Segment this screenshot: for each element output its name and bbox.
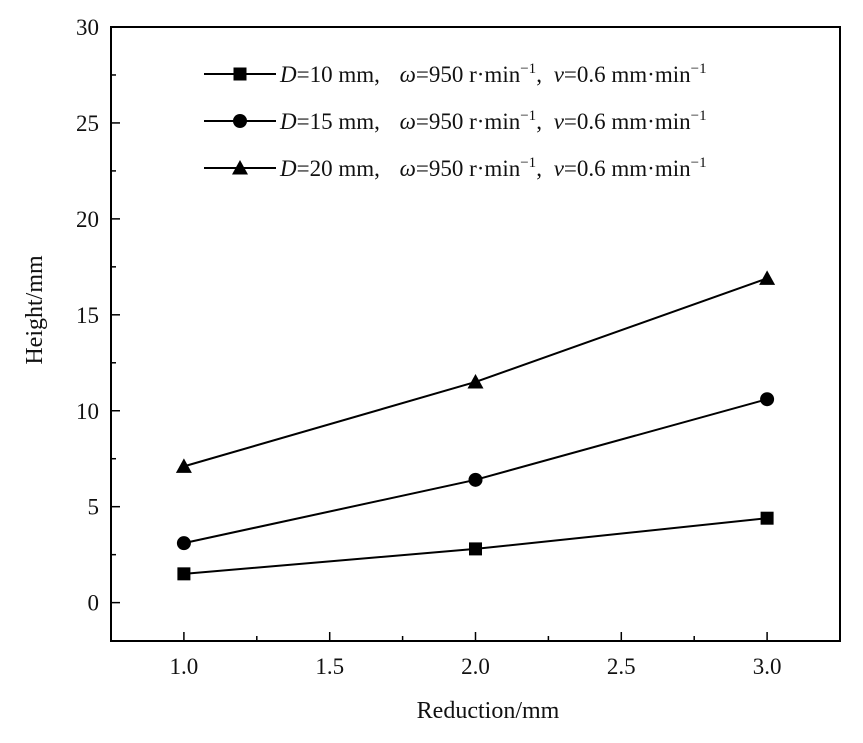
legend-label-part: =0.6 mm·min <box>564 109 691 134</box>
legend-label: D=10 mm, ω=950 r·min−1, v=0.6 mm·min−1 <box>279 61 707 87</box>
legend-label-part: −1 <box>691 61 707 77</box>
legend: D=10 mm, ω=950 r·min−1, v=0.6 mm·min−1D=… <box>204 61 707 181</box>
legend-label-part: ω <box>394 156 416 181</box>
legend-label: D=15 mm, ω=950 r·min−1, v=0.6 mm·min−1 <box>279 108 707 134</box>
data-point-square <box>177 567 191 581</box>
legend-entry-2: D=15 mm, ω=950 r·min−1, v=0.6 mm·min−1 <box>204 108 707 134</box>
data-point-circle <box>468 472 483 487</box>
series-1 <box>177 511 774 581</box>
legend-label-part: =950 r·min <box>416 62 521 87</box>
legend-label-part: =20 mm, <box>297 156 380 181</box>
legend-label-part: D <box>279 156 297 181</box>
legend-label-part: D <box>279 109 297 134</box>
legend-label-part: =950 r·min <box>416 109 521 134</box>
y-tick-label: 5 <box>88 495 100 520</box>
legend-label-part: =950 r·min <box>416 156 521 181</box>
data-point-square <box>469 542 482 556</box>
legend-label-part: D <box>279 62 297 87</box>
y-tick-label: 30 <box>76 15 99 40</box>
legend-label-part: −1 <box>520 61 536 77</box>
x-tick-label: 3.0 <box>753 654 782 679</box>
legend-label-part: , <box>536 156 542 181</box>
legend-label-part: ω <box>394 109 416 134</box>
x-axis-title: Reduction/mm <box>417 698 560 724</box>
x-axis: 1.0 1.5 2.0 2.5 3.0 <box>170 632 782 679</box>
legend-label-part: , <box>536 109 542 134</box>
series-layer <box>175 270 776 581</box>
y-tick-label: 10 <box>76 399 99 424</box>
legend-marker-circle <box>233 114 247 128</box>
legend-label-part: −1 <box>520 155 536 171</box>
x-tick-label: 2.5 <box>607 654 636 679</box>
legend-label-part: v <box>548 62 565 87</box>
x-tick-label: 1.5 <box>315 654 344 679</box>
y-axis: 0 5 10 15 20 25 30 <box>76 15 120 616</box>
legend-label-part: , <box>536 62 542 87</box>
y-axis-title: Height/mm <box>22 255 48 365</box>
x-tick-label: 1.0 <box>170 654 199 679</box>
legend-marker-triangle <box>232 160 248 175</box>
legend-label-part: −1 <box>691 155 707 171</box>
data-point-circle <box>176 536 191 551</box>
legend-marker-square <box>233 67 247 81</box>
y-tick-label: 0 <box>88 591 100 616</box>
data-point-square <box>760 511 774 525</box>
legend-entry-1: D=10 mm, ω=950 r·min−1, v=0.6 mm·min−1 <box>204 61 707 87</box>
y-tick-label: 25 <box>76 111 99 136</box>
legend-label-part: v <box>548 156 565 181</box>
series-2 <box>176 392 775 551</box>
series-line <box>183 277 768 468</box>
legend-label-part: −1 <box>691 108 707 124</box>
legend-entry-3: D=20 mm, ω=950 r·min−1, v=0.6 mm·min−1 <box>204 155 707 181</box>
data-point-triangle <box>759 270 776 285</box>
legend-label-part: ω <box>394 62 416 87</box>
data-point-circle <box>760 392 775 407</box>
legend-label: D=20 mm, ω=950 r·min−1, v=0.6 mm·min−1 <box>279 155 707 181</box>
series-line <box>183 398 768 545</box>
legend-label-part: =0.6 mm·min <box>564 62 691 87</box>
y-tick-label: 20 <box>76 207 99 232</box>
y-tick-label: 15 <box>76 303 99 328</box>
legend-label-part: v <box>548 109 565 134</box>
legend-label-part: =15 mm, <box>297 109 380 134</box>
legend-label-part: =10 mm, <box>297 62 380 87</box>
x-tick-label: 2.0 <box>461 654 490 679</box>
series-3 <box>175 270 776 473</box>
legend-label-part: =0.6 mm·min <box>564 156 691 181</box>
data-point-triangle <box>467 373 484 389</box>
data-point-triangle <box>175 458 192 473</box>
legend-label-part: −1 <box>520 108 536 124</box>
